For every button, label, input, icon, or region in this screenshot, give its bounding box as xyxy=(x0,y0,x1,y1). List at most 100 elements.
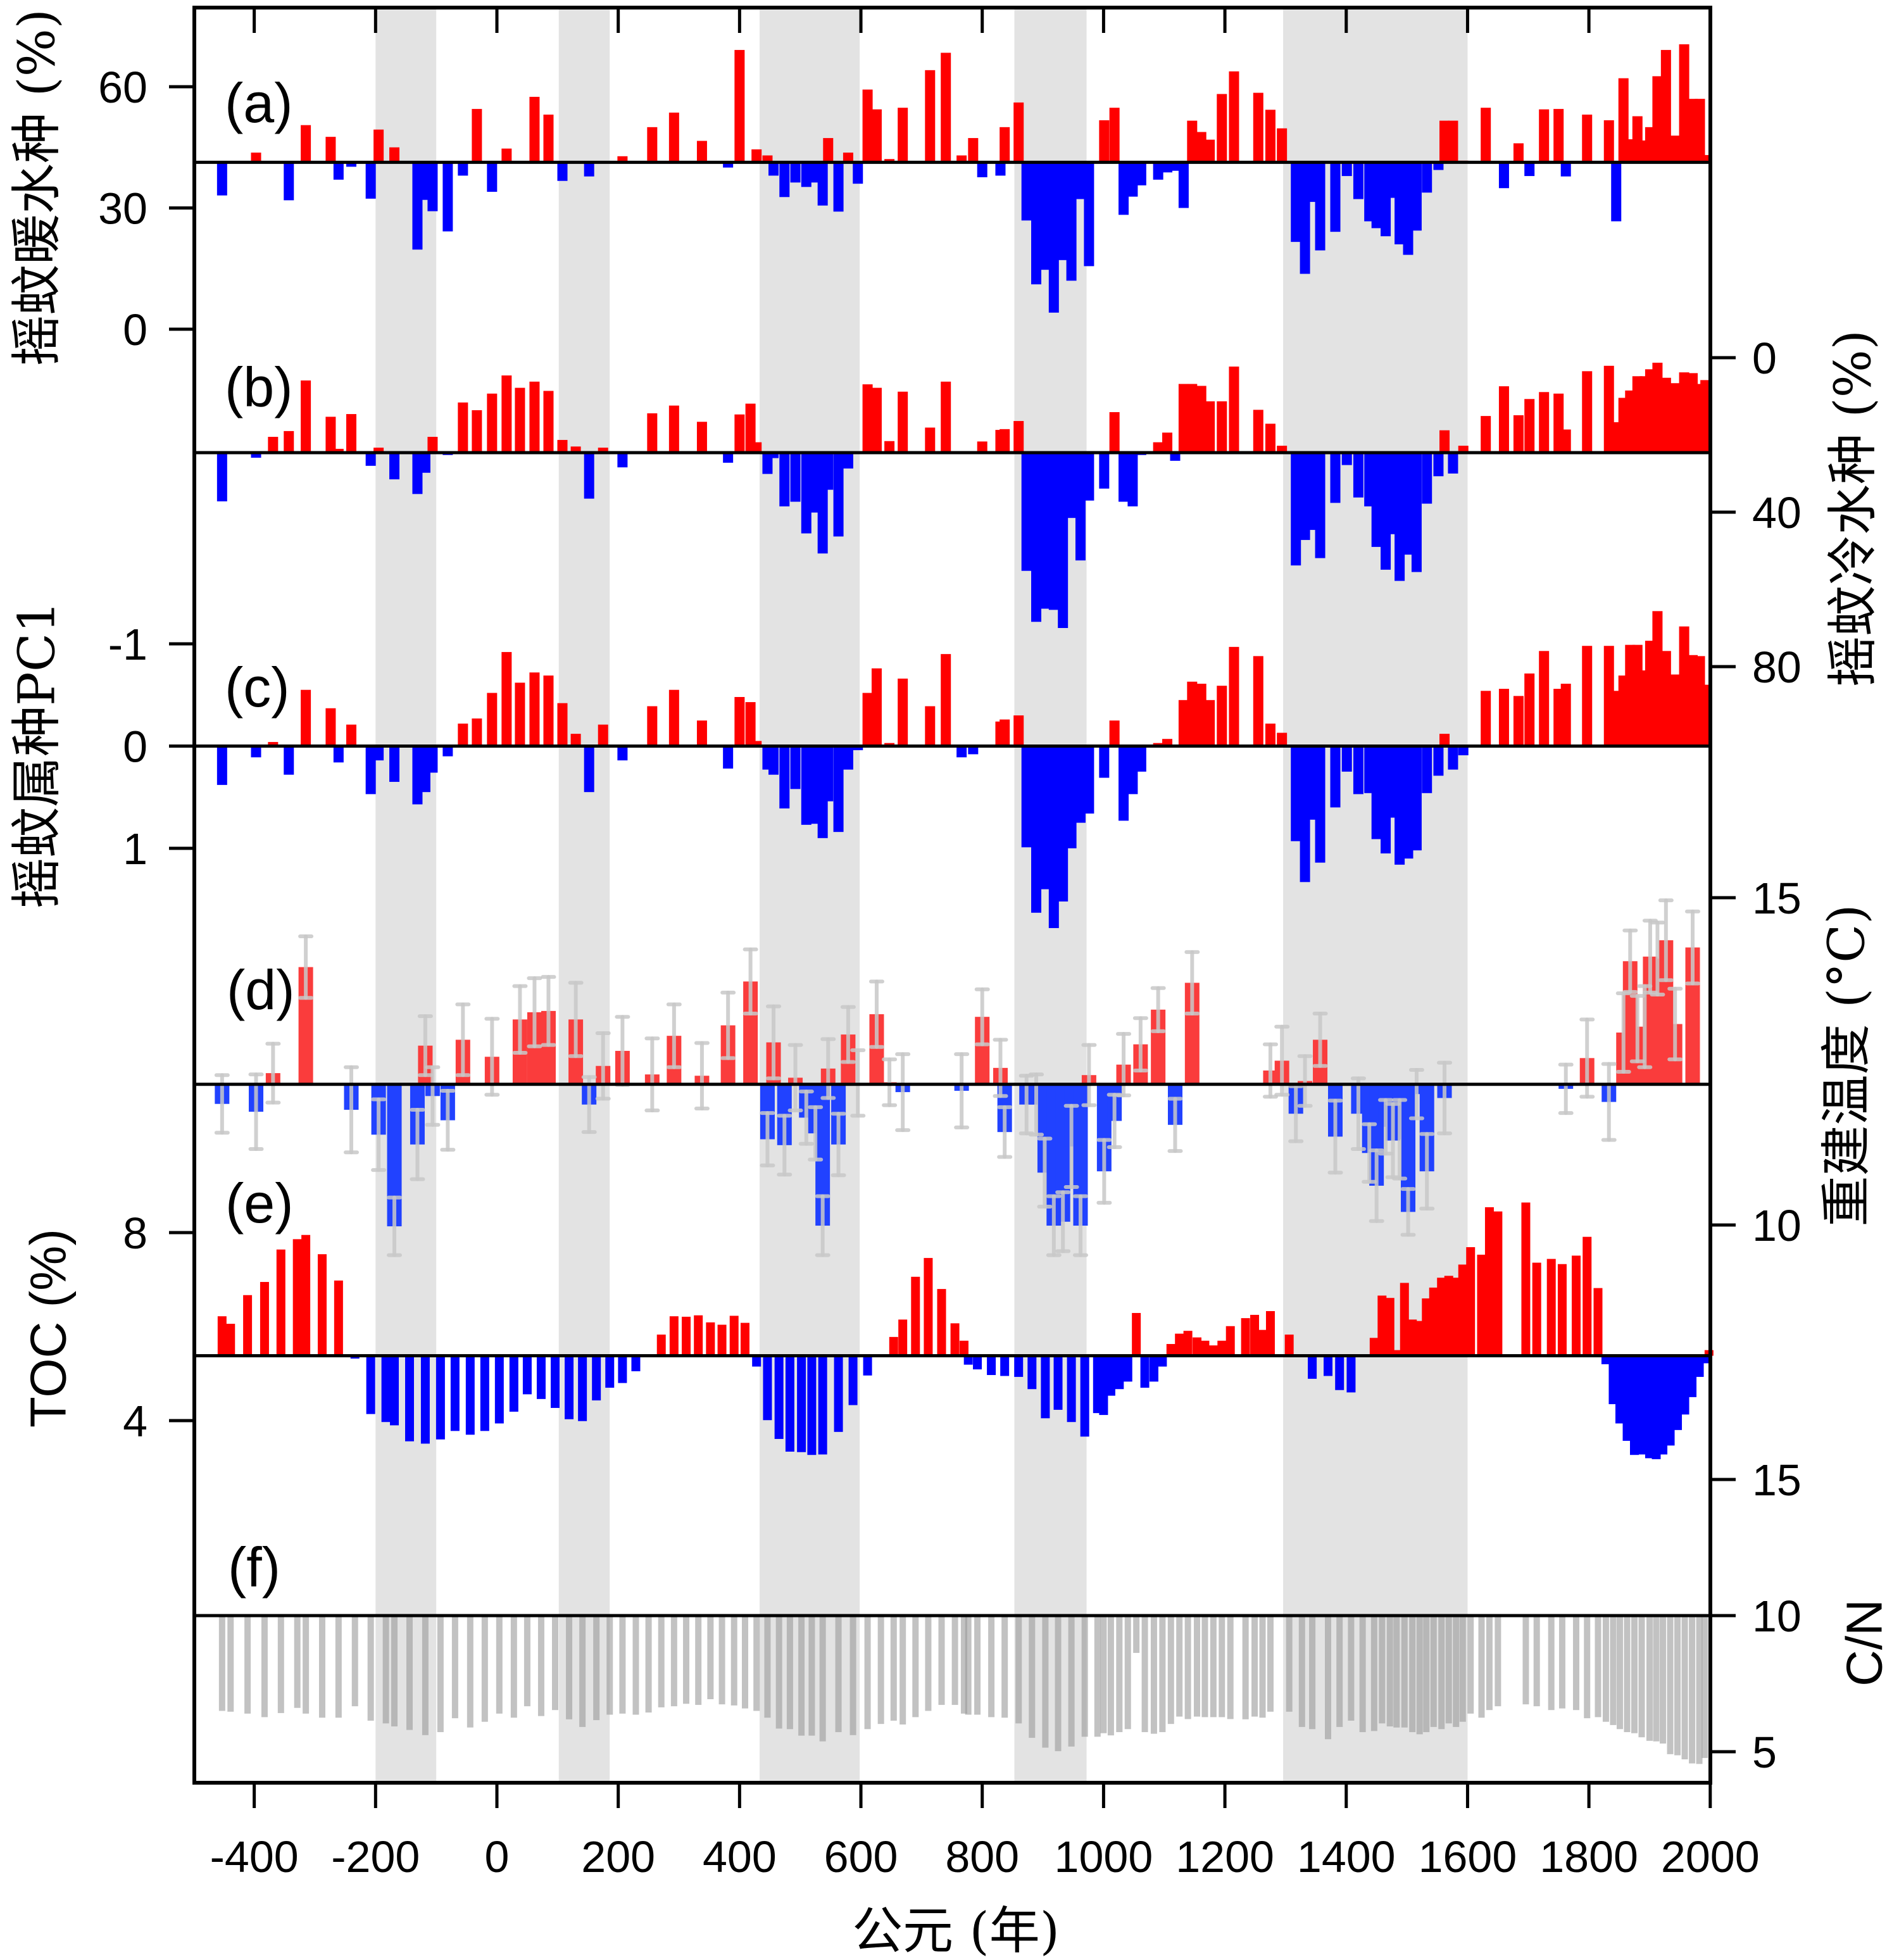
bar-b-65 xyxy=(1099,453,1110,489)
bar-f-73 xyxy=(1141,1616,1148,1733)
bar-c-49 xyxy=(925,706,936,746)
bar-a-74 xyxy=(1187,120,1198,163)
error-bar-d-6 xyxy=(387,1195,403,1257)
bar-c-14 xyxy=(442,746,453,757)
error-bar-d-1 xyxy=(248,1072,264,1152)
bar-a-63 xyxy=(1075,162,1086,199)
panel-letter-d: (d) xyxy=(227,958,295,1021)
error-bar-d-67 xyxy=(1378,1098,1394,1156)
bar-a-34 xyxy=(762,155,773,163)
bar-e-131 xyxy=(1688,1355,1697,1397)
error-bar-d-4 xyxy=(343,1065,359,1155)
bar-f-18 xyxy=(481,1616,488,1722)
bar-f-68 xyxy=(1100,1616,1107,1733)
bar-a-49 xyxy=(925,70,936,163)
bar-a-76 xyxy=(1205,139,1215,163)
ytick-label-f: 10 xyxy=(1752,1592,1802,1641)
bar-f-67 xyxy=(1094,1616,1101,1737)
bar-c-32 xyxy=(745,702,756,746)
error-bar-d-78 xyxy=(1622,928,1638,994)
bar-b-82 xyxy=(1291,453,1301,566)
bar-e-103 xyxy=(1429,1287,1438,1356)
bar-e-113 xyxy=(1532,1262,1541,1356)
bar-c-69 xyxy=(1136,746,1146,772)
bar-b-66 xyxy=(1109,412,1120,453)
bar-a-57 xyxy=(1021,162,1032,221)
bar-e-91 xyxy=(1324,1355,1333,1376)
error-bar-d-2 xyxy=(265,1041,281,1105)
bar-e-52 xyxy=(911,1276,920,1356)
bar-b-57 xyxy=(1021,453,1032,571)
bar-f-60 xyxy=(1001,1616,1008,1718)
bar-c-16 xyxy=(472,718,482,746)
ytick-label-c: -1 xyxy=(108,620,147,669)
bar-e-55 xyxy=(950,1323,960,1356)
bar-b-42 xyxy=(833,453,844,537)
bar-e-106 xyxy=(1451,1278,1461,1356)
bar-a-52 xyxy=(968,138,979,163)
bar-e-126 xyxy=(1651,1355,1661,1459)
ytick-label-c: 1 xyxy=(123,824,147,874)
bar-a-70 xyxy=(1153,162,1163,180)
error-bar-d-12 xyxy=(484,1017,500,1097)
bar-a-106 xyxy=(1553,109,1564,163)
bar-e-61 xyxy=(1014,1355,1024,1377)
bar-f-75 xyxy=(1159,1616,1166,1733)
shaded-interval-1 xyxy=(558,9,610,1781)
bar-e-35 xyxy=(706,1322,715,1356)
bar-c-62 xyxy=(1066,746,1077,848)
bar-f-95 xyxy=(1370,1616,1377,1731)
bar-b-32 xyxy=(745,403,756,453)
bar-f-88 xyxy=(1286,1616,1293,1712)
bar-b-59 xyxy=(1039,453,1050,609)
error-bar-d-14 xyxy=(527,976,542,1048)
bar-f-85 xyxy=(1251,1616,1258,1717)
bar-a-59 xyxy=(1039,162,1050,270)
bar-e-29 xyxy=(631,1355,641,1372)
bar-b-117 xyxy=(1660,377,1671,453)
bar-b-68 xyxy=(1127,453,1138,506)
bar-a-58 xyxy=(1031,162,1042,285)
bar-f-48 xyxy=(864,1616,871,1730)
bar-c-97 xyxy=(1433,746,1444,776)
bar-a-101 xyxy=(1481,108,1491,163)
bar-e-50 xyxy=(889,1336,898,1356)
bar-a-61 xyxy=(1058,162,1069,260)
bar-a-95 xyxy=(1411,162,1422,231)
bar-f-122 xyxy=(1624,1616,1631,1733)
bar-e-25 xyxy=(578,1355,587,1421)
bar-e-96 xyxy=(1377,1295,1387,1356)
ylabel-temperature: 重建温度 (°C) xyxy=(1817,904,1876,1226)
bar-f-19 xyxy=(496,1616,503,1714)
error-bar-d-69 xyxy=(1392,1098,1408,1181)
bar-a-31 xyxy=(734,49,745,163)
bar-f-16 xyxy=(451,1616,458,1719)
error-bar-d-30 xyxy=(808,1105,824,1162)
error-bar-d-57 xyxy=(1184,950,1200,1016)
bar-a-5 xyxy=(325,137,336,163)
bar-a-38 xyxy=(801,162,812,187)
bar-a-46 xyxy=(871,109,882,163)
error-bar-d-25 xyxy=(760,1111,775,1167)
bar-a-90 xyxy=(1371,162,1382,229)
bar-a-4 xyxy=(301,125,311,163)
bar-b-86 xyxy=(1330,453,1341,503)
error-bar-d-79 xyxy=(1629,994,1645,1064)
bar-e-87 xyxy=(1265,1310,1275,1356)
bar-f-97 xyxy=(1386,1616,1393,1727)
bar-c-5 xyxy=(325,708,336,746)
bar-a-1 xyxy=(251,153,261,163)
bar-e-31 xyxy=(656,1335,666,1356)
bar-c-78 xyxy=(1229,646,1239,746)
bar-c-43 xyxy=(843,746,853,770)
bar-e-104 xyxy=(1437,1278,1446,1356)
error-bar-d-82 xyxy=(1650,920,1665,997)
bar-e-19 xyxy=(494,1355,504,1424)
bar-f-96 xyxy=(1379,1616,1386,1724)
bar-a-6 xyxy=(333,162,344,180)
ytick-label-a: 0 xyxy=(123,305,147,355)
bar-b-27 xyxy=(647,413,658,453)
bar-b-93 xyxy=(1394,453,1405,581)
bar-f-45 xyxy=(819,1616,826,1742)
bar-c-23 xyxy=(570,734,581,746)
